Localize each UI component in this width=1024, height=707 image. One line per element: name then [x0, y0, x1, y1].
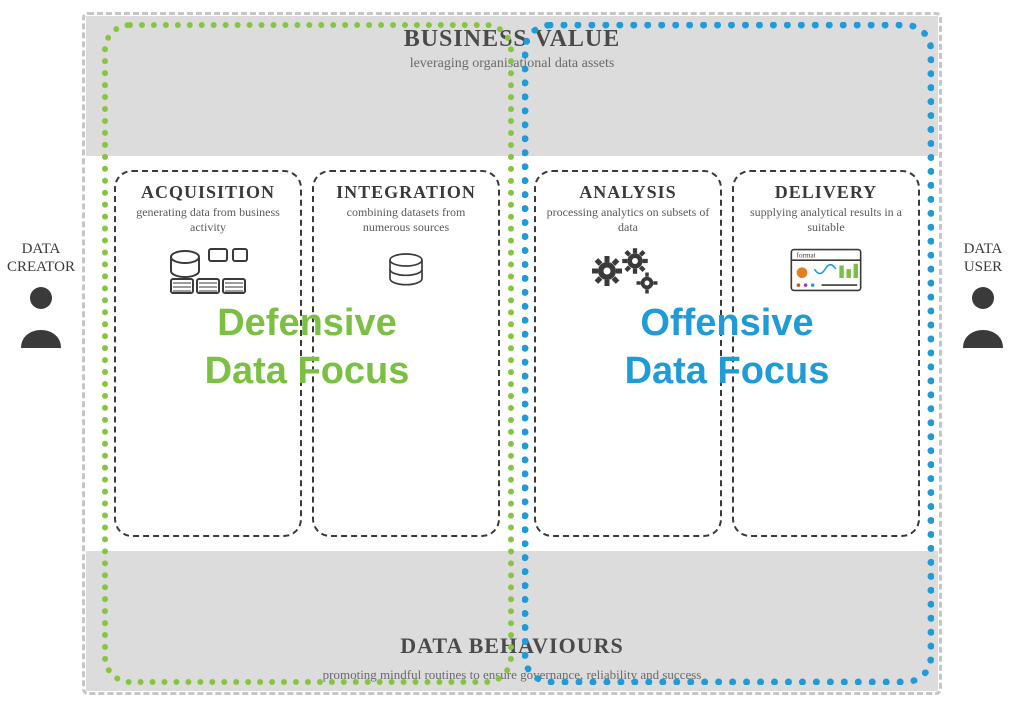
- header-subtitle: leveraging organisational data assets: [0, 56, 1024, 72]
- column-acquisition: ACQUISITION generating data from busines…: [114, 170, 302, 537]
- database-icon: [361, 243, 451, 297]
- left-actor: DATA CREATOR: [0, 240, 82, 353]
- column-subtitle: supplying analytical results in a suitab…: [742, 205, 910, 235]
- left-actor-line1: DATA: [22, 241, 61, 257]
- dashboard-icon: format: [781, 243, 871, 297]
- person-icon: [958, 284, 1008, 348]
- right-actor-line1: DATA: [964, 241, 1003, 257]
- left-actor-line2: CREATOR: [7, 259, 75, 275]
- left-actor-label: DATA CREATOR: [0, 240, 82, 276]
- column-subtitle: combining datasets from numerous sources: [322, 205, 490, 235]
- column-analysis: ANALYSIS processing analytics on subsets…: [534, 170, 722, 537]
- right-actor-line2: USER: [964, 259, 1002, 275]
- footer-title: DATA BEHAVIOURS: [0, 633, 1024, 659]
- column-delivery: DELIVERY supplying analytical results in…: [732, 170, 920, 537]
- gears-icon: [583, 243, 673, 297]
- column-subtitle: generating data from business activity: [124, 205, 292, 235]
- column-title: ACQUISITION: [124, 182, 292, 203]
- footer-subtitle: promoting mindful routines to ensure gov…: [0, 667, 1024, 683]
- column-title: DELIVERY: [742, 182, 910, 203]
- column-title: INTEGRATION: [322, 182, 490, 203]
- column-integration: INTEGRATION combining datasets from nume…: [312, 170, 500, 537]
- column-title: ANALYSIS: [544, 182, 712, 203]
- svg-text:format: format: [797, 252, 816, 260]
- person-icon: [16, 284, 66, 348]
- right-actor: DATA USER: [942, 240, 1024, 353]
- right-actor-label: DATA USER: [942, 240, 1024, 276]
- column-subtitle: processing analytics on subsets of data: [544, 205, 712, 235]
- data-sources-icon: [163, 243, 253, 297]
- diagram-stage: BUSINESS VALUE leveraging organisational…: [0, 0, 1024, 707]
- header-title: BUSINESS VALUE: [0, 26, 1024, 53]
